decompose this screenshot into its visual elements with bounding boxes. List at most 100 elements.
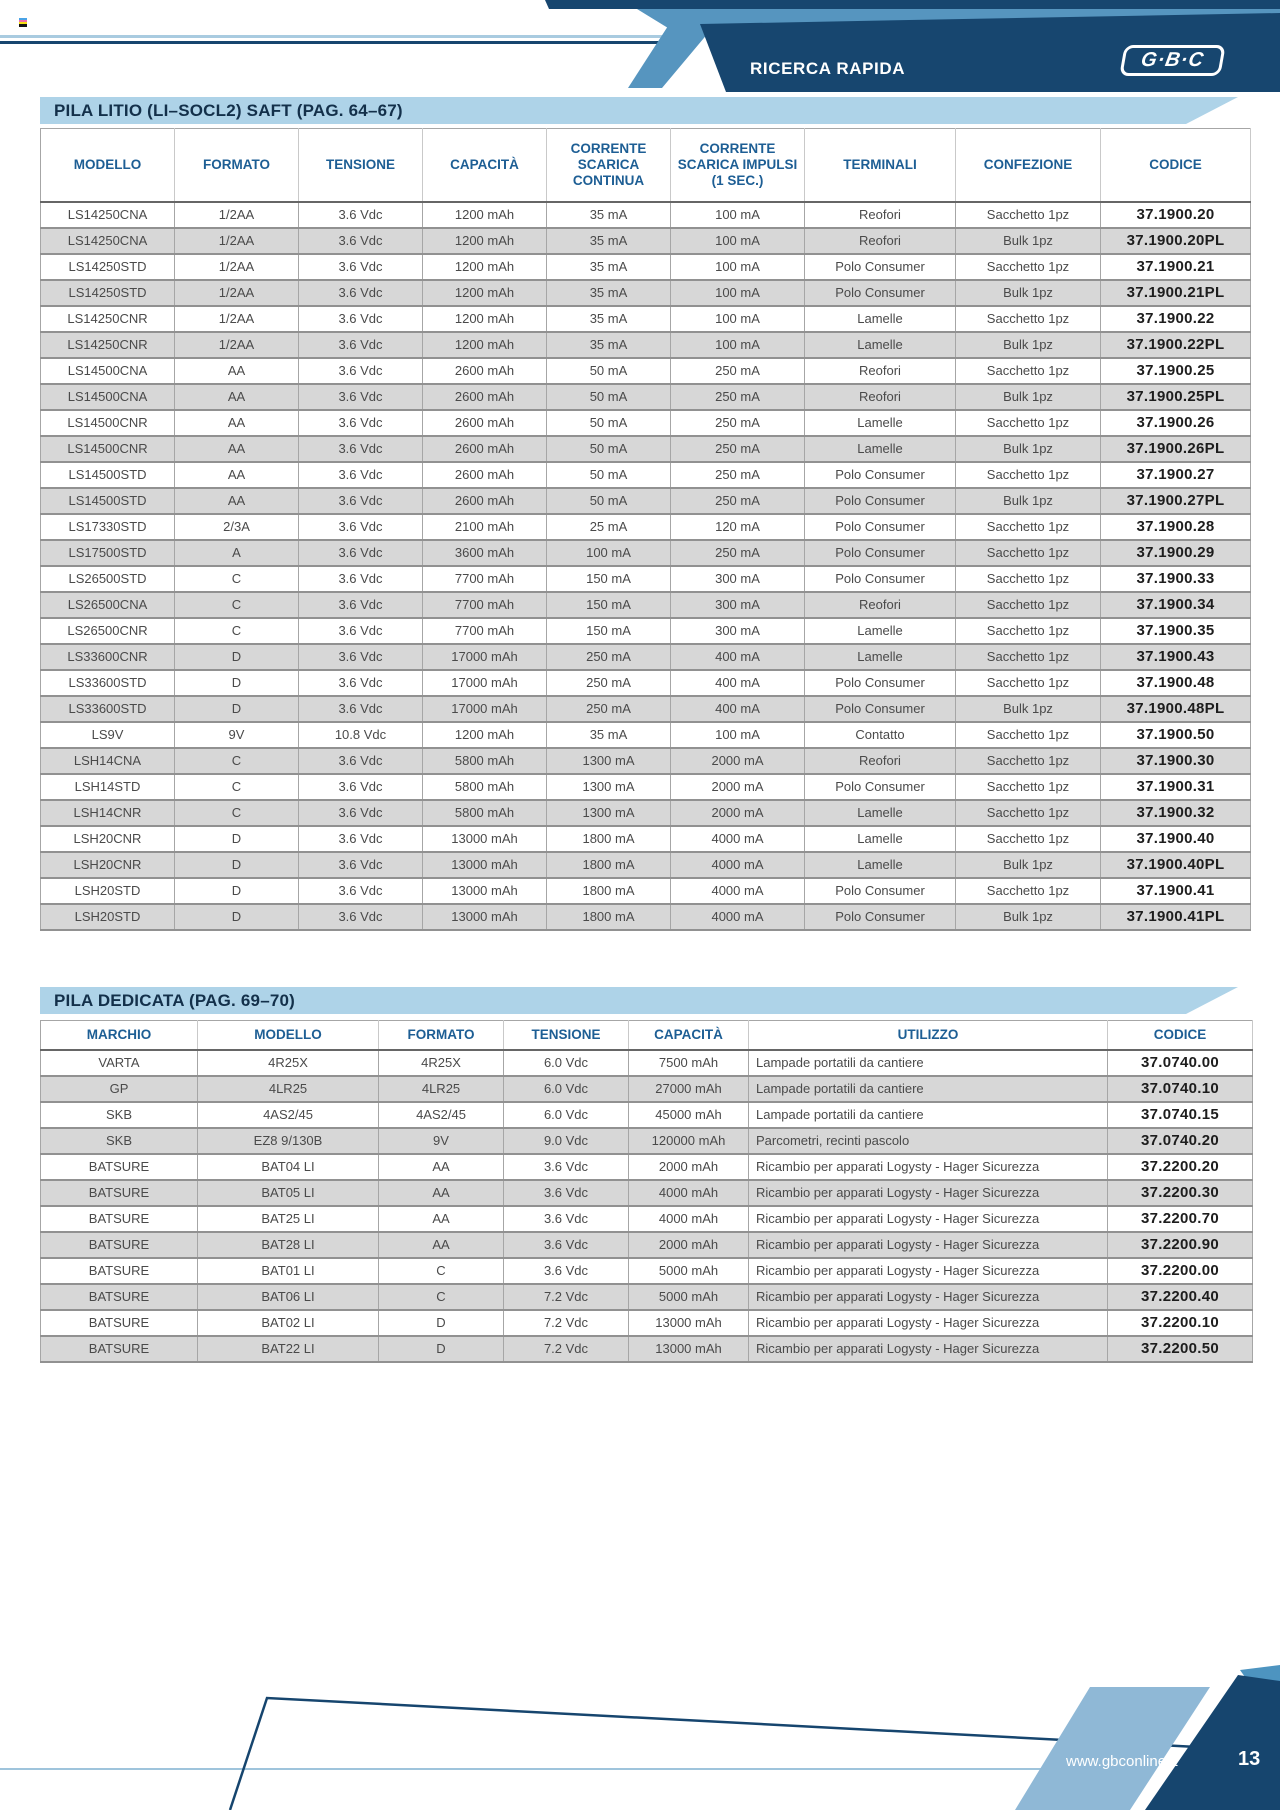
table-cell: 6.0 Vdc [503,1075,629,1103]
col-header-tensione: TENSIONE [503,1020,629,1051]
col-header-corrente-impulsi: CORRENTE SCARICA IMPULSI (1 SEC.) [670,128,805,203]
table-cell: 1/2AA [174,253,299,281]
table-cell: Contatto [804,721,956,749]
table-cell: LS17500STD [40,539,175,567]
table-cell: 37.1900.40 [1100,825,1251,853]
table-cell: Bulk 1pz [955,851,1101,879]
table-cell: 37.1900.40PL [1100,851,1251,879]
table-cell: BATSURE [40,1335,198,1363]
table-cell: 3.6 Vdc [298,279,423,307]
table-cell: D [174,903,299,931]
table-cell: 37.0740.20 [1107,1127,1253,1155]
table-row: LS14500STD AA 3.6 Vdc 2600 mAh 50 mA 250 mA Po… [40,487,1251,515]
table-cell: 400 mA [670,643,805,671]
table-cell: 1/2AA [174,227,299,255]
table-cell: 5800 mAh [422,799,547,827]
table-cell: 7700 mAh [422,617,547,645]
table-cell: Polo Consumer [804,539,956,567]
table-cell: 37.1900.27PL [1100,487,1251,515]
table-cell: 250 mA [546,669,671,697]
table-cell: AA [378,1205,504,1233]
table-cell: 250 mA [670,487,805,515]
table-cell: 13000 mAh [422,903,547,931]
table-cell: LS33600STD [40,669,175,697]
table-cell: 10.8 Vdc [298,721,423,749]
table-cell: Ricambio per apparati Logysty - Hager Si… [748,1335,1108,1363]
footer-page-number: 13 [1238,1748,1261,1770]
table-cell: 50 mA [546,357,671,385]
table-cell: Bulk 1pz [955,487,1101,515]
table-cell: 37.1900.21 [1100,253,1251,281]
table-row: LSH20STD D 3.6 Vdc 13000 mAh 1800 mA 4000 mA P… [40,903,1251,931]
table-cell: 4R25X [378,1049,504,1077]
table-cell: 3.6 Vdc [298,669,423,697]
table-cell: C [174,565,299,593]
table-cell: 3.6 Vdc [298,825,423,853]
table-cell: 1200 mAh [422,721,547,749]
table-cell: Polo Consumer [804,695,956,723]
table-cell: Sacchetto 1pz [955,799,1101,827]
table-cell: Lampade portatili da cantiere [748,1075,1108,1103]
table-cell: 3.6 Vdc [298,227,423,255]
table-cell: 2600 mAh [422,409,547,437]
table-cell: 13000 mAh [422,851,547,879]
table-row: BATSURE BAT05 LI AA 3.6 Vdc 4000 mAh Ricambio… [40,1179,1253,1207]
table-cell: 7.2 Vdc [503,1283,629,1311]
table-row: SKB EZ8 9/130B 9V 9.0 Vdc 120000 mAh Parcomet… [40,1127,1253,1155]
table-cell: Lamelle [804,435,956,463]
table-cell: 100 mA [670,279,805,307]
table-row: LS33600STD D 3.6 Vdc 17000 mAh 250 mA 400 mA P… [40,695,1251,723]
col-header-modello: MODELLO [197,1020,379,1051]
table-cell: SKB [40,1101,198,1129]
table-cell: 3.6 Vdc [298,357,423,385]
footer-navy-shape [1145,1675,1280,1810]
table-cell: Sacchetto 1pz [955,721,1101,749]
table-cell: LS26500CNR [40,617,175,645]
table-cell: 3.6 Vdc [298,201,423,229]
table-row: LS14500CNA AA 3.6 Vdc 2600 mAh 50 mA 250 mA Re… [40,357,1251,385]
table-cell: 150 mA [546,617,671,645]
table-cell: 250 mA [546,695,671,723]
table-row: LS14250STD 1/2AA 3.6 Vdc 1200 mAh 35 mA 100 m… [40,279,1251,307]
table-cell: 100 mA [670,201,805,229]
table-cell: 1200 mAh [422,305,547,333]
table-cell: 2600 mAh [422,487,547,515]
table-cell: 37.1900.41 [1100,877,1251,905]
table-cell: 3.6 Vdc [503,1231,629,1259]
table-cell: 2000 mAh [628,1231,749,1259]
table-row: LSH14CNR C 3.6 Vdc 5800 mAh 1300 mA 2000 mA La… [40,799,1251,827]
table-cell: 3.6 Vdc [298,539,423,567]
table-cell: 35 mA [546,721,671,749]
table-cell: 3.6 Vdc [298,747,423,775]
table-cell: BAT05 LI [197,1179,379,1207]
table-cell: 3.6 Vdc [503,1257,629,1285]
table-cell: Parcometri, recinti pascolo [748,1127,1108,1155]
table-row: LS14250CNA 1/2AA 3.6 Vdc 1200 mAh 35 mA 100 m… [40,201,1251,229]
table-cell: Lamelle [804,331,956,359]
table-cell: 17000 mAh [422,669,547,697]
table-cell: 7700 mAh [422,591,547,619]
table-cell: LS14500STD [40,487,175,515]
table-cell: 7.2 Vdc [503,1335,629,1363]
col-header-modello: MODELLO [40,128,175,203]
table-cell: 150 mA [546,565,671,593]
table-row: LS14500CNA AA 3.6 Vdc 2600 mAh 50 mA 250 mA Re… [40,383,1251,411]
table-cell: BATSURE [40,1283,198,1311]
table-cell: Sacchetto 1pz [955,773,1101,801]
table-cell: BAT25 LI [197,1205,379,1233]
table-cell: LS33600CNR [40,643,175,671]
table-cell: 37.2200.10 [1107,1309,1253,1337]
table-cell: 3.6 Vdc [298,253,423,281]
table-cell: 1800 mA [546,877,671,905]
table-row: LS26500CNA C 3.6 Vdc 7700 mAh 150 mA 300 mA Re… [40,591,1251,619]
table-row: LS26500STD C 3.6 Vdc 7700 mAh 150 mA 300 mA Po… [40,565,1251,593]
table-cell: Sacchetto 1pz [955,617,1101,645]
table-row: LS33600CNR D 3.6 Vdc 17000 mAh 250 mA 400 mA L… [40,643,1251,671]
table-cell: D [174,877,299,905]
table-cell: LS14250STD [40,253,175,281]
table-cell: LSH20STD [40,877,175,905]
table-cell: 13000 mAh [628,1309,749,1337]
table-cell: 250 mA [670,409,805,437]
section-title-bar-dedicata: PILA DEDICATA (PAG. 69–70) [40,987,1238,1014]
table-cell: 35 mA [546,253,671,281]
